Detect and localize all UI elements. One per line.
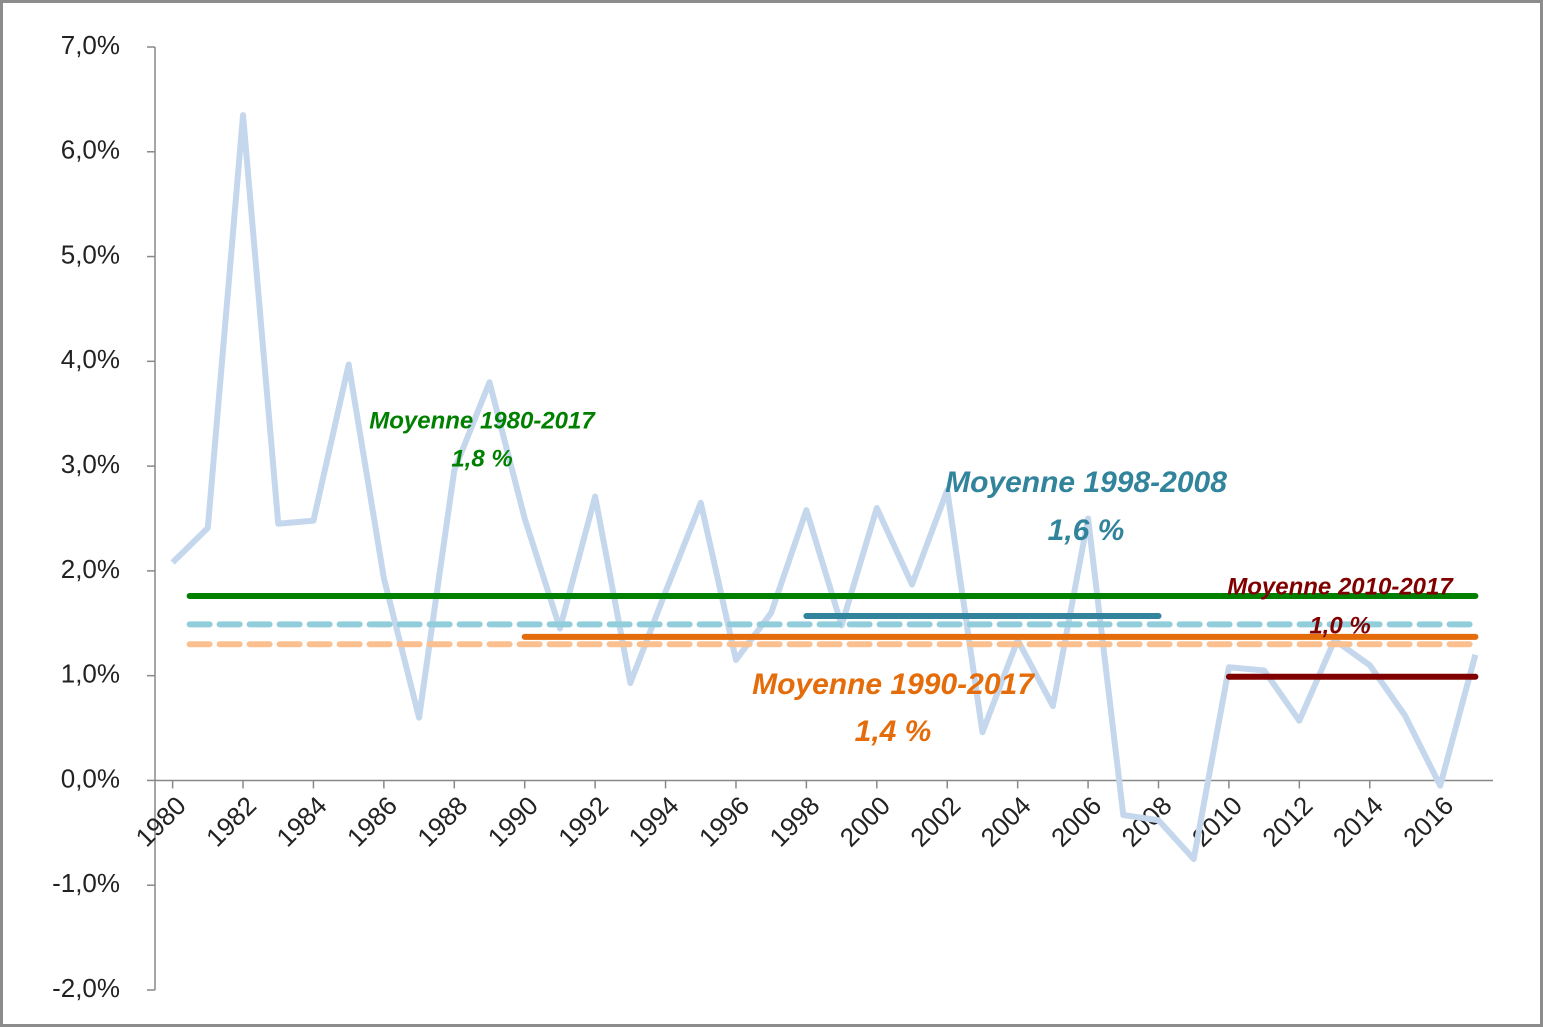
average-label: Moyenne 1990-2017 <box>752 668 1035 701</box>
y-tick-label: 2,0% <box>61 554 120 584</box>
average-value-label: 1,4 % <box>855 715 932 748</box>
average-value-label: 1,8 % <box>451 445 512 472</box>
y-tick-label: 5,0% <box>61 239 120 269</box>
data-line <box>170 112 1479 863</box>
y-tick-label: 1,0% <box>61 659 120 689</box>
y-tick-label: 6,0% <box>61 135 120 165</box>
y-tick-label: 3,0% <box>61 449 120 479</box>
y-tick-label: 7,0% <box>61 30 120 60</box>
average-value-label: 1,0 % <box>1309 612 1370 639</box>
average-label: Moyenne 1980-2017 <box>369 407 596 434</box>
average-label: Moyenne 2010-2017 <box>1227 573 1454 600</box>
y-tick-label: 0,0% <box>61 763 120 793</box>
y-tick-label: -1,0% <box>52 868 120 898</box>
average-value-label: 1,6 % <box>1048 514 1125 547</box>
y-tick-label: -2,0% <box>52 973 120 1003</box>
average-label: Moyenne 1998-2008 <box>945 466 1227 499</box>
y-tick-label: 4,0% <box>61 344 120 374</box>
